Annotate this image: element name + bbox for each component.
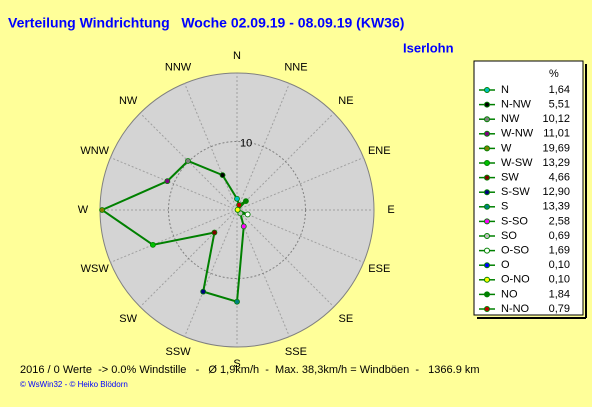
legend-value: 12,90 [542, 186, 570, 198]
legend-marker [484, 247, 490, 254]
direction-label: S [233, 358, 240, 370]
legend-header: % [549, 68, 559, 80]
direction-label: NW [119, 95, 138, 107]
legend-marker [484, 116, 490, 123]
direction-label: E [387, 204, 394, 216]
direction-label: SW [119, 313, 137, 325]
direction-label: N [233, 50, 241, 62]
credits: © WsWin32 - © Heiko Blödorn [20, 380, 128, 389]
legend-value: 11,01 [543, 128, 570, 140]
chart-title: Verteilung Windrichtung Woche 02.09.19 -… [8, 15, 404, 31]
direction-label: WNW [80, 145, 109, 157]
legend-marker [484, 262, 490, 269]
legend-value: 13,39 [542, 201, 570, 213]
legend-marker [484, 306, 490, 312]
data-point [236, 202, 242, 208]
spoke [184, 209, 238, 337]
legend-label: SO [501, 230, 517, 242]
legend-label: N-NO [501, 303, 530, 315]
legend-value: 1,69 [549, 245, 570, 257]
direction-label: SSW [166, 346, 192, 358]
legend-value: 0,79 [549, 303, 570, 315]
legend-label: W-SW [501, 157, 533, 169]
data-point [234, 298, 240, 305]
legend-marker [484, 160, 490, 166]
data-point [244, 211, 251, 218]
spoke [236, 209, 364, 263]
legend-label: N [501, 84, 509, 96]
data-point [164, 178, 171, 185]
legend-marker [484, 145, 490, 152]
legend-value: 1,64 [549, 84, 570, 96]
direction-label: SE [339, 313, 354, 325]
legend-marker [484, 87, 490, 93]
legend-label: O [501, 259, 510, 271]
legend-value: 10,12 [542, 113, 570, 125]
legend-label: W [501, 142, 512, 154]
spoke [236, 157, 364, 211]
direction-label: WSW [81, 263, 110, 275]
legend-label: SW [501, 172, 519, 184]
legend-value: 0,10 [549, 274, 570, 286]
legend-label: N-NW [501, 99, 532, 111]
legend-marker [484, 218, 490, 225]
spoke [184, 83, 238, 211]
legend-marker [484, 174, 490, 181]
legend-box [473, 60, 584, 316]
data-point [234, 195, 240, 202]
legend-value: 13,29 [542, 157, 570, 169]
data-point [200, 288, 207, 295]
footer: 2016 / 0 Werte -> 0.0% Windstille - Ø 1,… [20, 364, 480, 376]
legend-label: NO [501, 288, 518, 300]
data-point [185, 158, 191, 164]
data-point [211, 229, 218, 236]
legend-label: NW [501, 113, 520, 125]
legend-label: O-SO [501, 245, 530, 257]
legend-value: 0,10 [549, 259, 570, 271]
legend-marker [484, 233, 490, 239]
data-point [234, 206, 241, 213]
legend-label: S [501, 201, 508, 213]
legend-label: S-SW [501, 186, 530, 198]
legend-marker [484, 130, 490, 137]
data-point [219, 172, 226, 179]
legend-label: W-NW [501, 128, 534, 140]
legend-marker [484, 101, 490, 108]
direction-label: NNE [284, 62, 307, 74]
legend-value: 5,51 [549, 99, 570, 111]
legend-value: 0,69 [549, 230, 570, 242]
data-point [240, 223, 247, 230]
spoke [236, 112, 335, 211]
location: Iserlohn [403, 40, 454, 55]
legend-marker [484, 189, 490, 196]
grid-circle [168, 141, 306, 279]
direction-label: NNW [165, 62, 192, 74]
legend-value: 19,69 [542, 142, 570, 154]
r-tick-label: 10 [240, 137, 252, 149]
spoke [110, 209, 238, 263]
legend-marker [484, 276, 490, 283]
direction-label: W [78, 204, 89, 216]
legend-value: 4,66 [549, 172, 570, 184]
direction-label: ENE [368, 145, 391, 157]
legend-label: O-NO [501, 274, 530, 286]
direction-label: NE [338, 95, 353, 107]
legend-value: 1,84 [549, 288, 570, 300]
data-point [243, 198, 249, 204]
legend-value: 2,58 [549, 215, 570, 227]
legend-label: S-SO [501, 215, 528, 227]
data-point [149, 241, 156, 248]
legend-marker [484, 291, 490, 298]
direction-label: SSE [285, 346, 307, 358]
direction-label: ESE [368, 263, 390, 275]
legend-marker [484, 203, 490, 210]
data-point [99, 207, 106, 213]
